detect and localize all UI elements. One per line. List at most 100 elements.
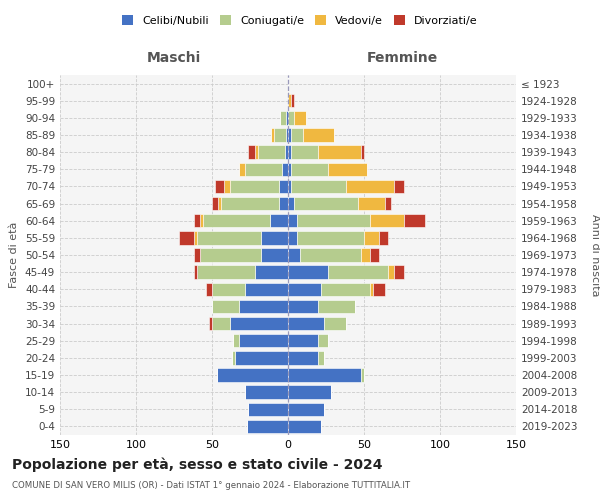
- Bar: [319, 146, 361, 159]
- Bar: [288, 214, 297, 228]
- Bar: [224, 180, 230, 193]
- Bar: [288, 317, 325, 330]
- Bar: [245, 282, 288, 296]
- Bar: [260, 231, 288, 244]
- Bar: [319, 334, 328, 347]
- Bar: [294, 111, 306, 124]
- Bar: [245, 386, 288, 399]
- Bar: [288, 402, 325, 416]
- Bar: [291, 94, 294, 108]
- Bar: [370, 248, 379, 262]
- Bar: [361, 368, 364, 382]
- Bar: [319, 300, 355, 313]
- Bar: [288, 146, 291, 159]
- Bar: [361, 146, 364, 159]
- Bar: [230, 180, 279, 193]
- Bar: [288, 162, 291, 176]
- Bar: [370, 214, 404, 228]
- Bar: [385, 197, 391, 210]
- Bar: [215, 180, 224, 193]
- Bar: [291, 162, 328, 176]
- Y-axis label: Fasce di età: Fasce di età: [10, 222, 19, 288]
- Bar: [288, 94, 291, 108]
- Bar: [280, 111, 286, 124]
- Bar: [379, 231, 388, 244]
- Bar: [271, 128, 274, 141]
- Bar: [194, 248, 200, 262]
- Bar: [197, 266, 254, 279]
- Bar: [270, 214, 288, 228]
- Bar: [221, 197, 279, 210]
- Bar: [300, 248, 361, 262]
- Bar: [194, 214, 200, 228]
- Bar: [319, 351, 325, 364]
- Bar: [232, 351, 235, 364]
- Bar: [282, 162, 288, 176]
- Bar: [288, 420, 322, 433]
- Bar: [203, 214, 270, 228]
- Bar: [288, 197, 294, 210]
- Bar: [288, 351, 319, 364]
- Legend: Celibi/Nubili, Coniugati/e, Vedovi/e, Divorziati/e: Celibi/Nubili, Coniugati/e, Vedovi/e, Di…: [118, 10, 482, 30]
- Bar: [254, 146, 257, 159]
- Bar: [235, 351, 288, 364]
- Bar: [328, 162, 367, 176]
- Bar: [303, 128, 334, 141]
- Bar: [212, 317, 230, 330]
- Bar: [394, 180, 404, 193]
- Bar: [322, 282, 370, 296]
- Bar: [254, 266, 288, 279]
- Bar: [288, 128, 291, 141]
- Bar: [285, 146, 288, 159]
- Bar: [291, 146, 319, 159]
- Bar: [288, 111, 294, 124]
- Bar: [288, 334, 319, 347]
- Bar: [239, 334, 288, 347]
- Bar: [274, 128, 286, 141]
- Bar: [328, 266, 388, 279]
- Bar: [288, 282, 322, 296]
- Bar: [279, 180, 288, 193]
- Bar: [248, 402, 288, 416]
- Bar: [297, 214, 370, 228]
- Bar: [288, 231, 297, 244]
- Bar: [248, 146, 254, 159]
- Bar: [404, 214, 425, 228]
- Bar: [388, 266, 394, 279]
- Bar: [257, 146, 285, 159]
- Text: Maschi: Maschi: [147, 50, 201, 64]
- Bar: [288, 386, 331, 399]
- Bar: [294, 197, 358, 210]
- Bar: [239, 162, 245, 176]
- Bar: [212, 197, 218, 210]
- Bar: [230, 317, 288, 330]
- Bar: [260, 248, 288, 262]
- Bar: [200, 248, 260, 262]
- Text: Popolazione per età, sesso e stato civile - 2024: Popolazione per età, sesso e stato civil…: [12, 458, 383, 472]
- Bar: [245, 162, 282, 176]
- Bar: [364, 231, 379, 244]
- Bar: [297, 231, 364, 244]
- Bar: [288, 248, 300, 262]
- Bar: [288, 266, 328, 279]
- Text: Femmine: Femmine: [367, 50, 437, 64]
- Text: COMUNE DI SAN VERO MILIS (OR) - Dati ISTAT 1° gennaio 2024 - Elaborazione TUTTIT: COMUNE DI SAN VERO MILIS (OR) - Dati IST…: [12, 481, 410, 490]
- Bar: [286, 111, 288, 124]
- Bar: [212, 300, 239, 313]
- Bar: [209, 317, 212, 330]
- Bar: [361, 248, 370, 262]
- Bar: [291, 180, 346, 193]
- Bar: [373, 282, 385, 296]
- Bar: [239, 300, 288, 313]
- Bar: [279, 197, 288, 210]
- Bar: [212, 282, 245, 296]
- Bar: [394, 266, 404, 279]
- Bar: [288, 180, 291, 193]
- Bar: [218, 197, 221, 210]
- Bar: [233, 334, 239, 347]
- Bar: [197, 231, 260, 244]
- Bar: [288, 368, 361, 382]
- Bar: [291, 128, 303, 141]
- Bar: [358, 197, 385, 210]
- Bar: [247, 420, 288, 433]
